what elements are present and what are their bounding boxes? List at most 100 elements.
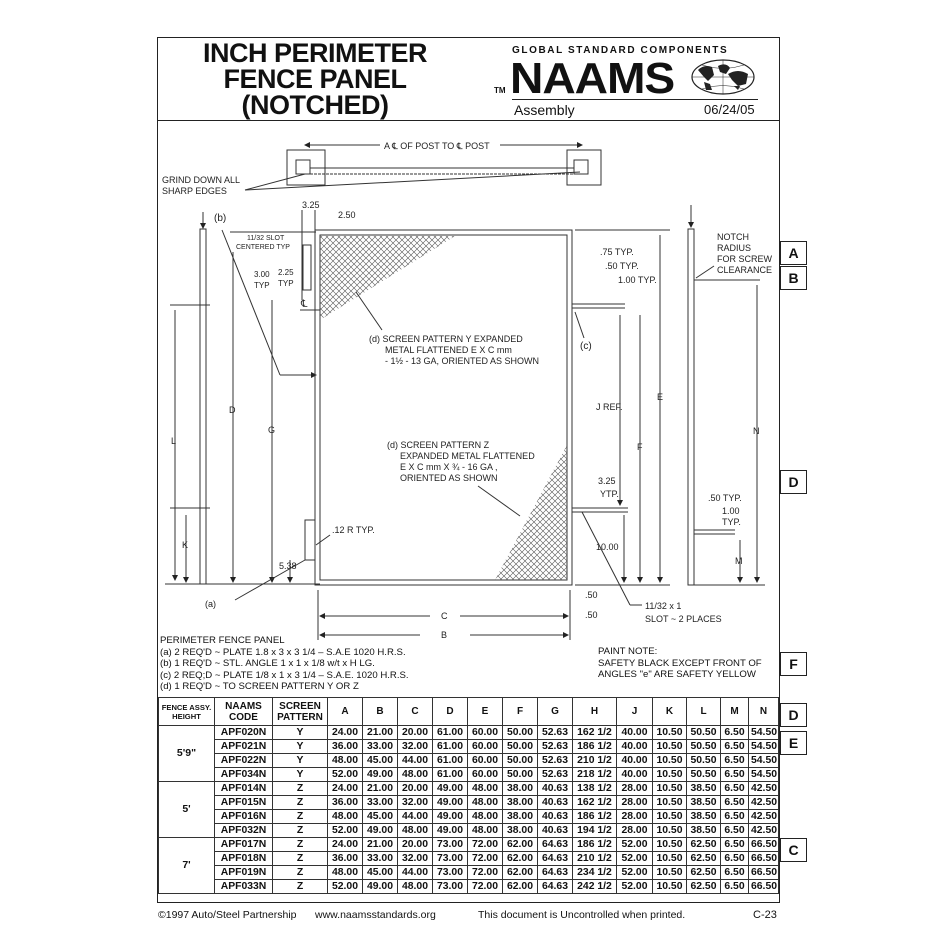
dimension-cell: 40.63 (537, 795, 573, 810)
dimension-cell: 24.00 (327, 781, 363, 796)
header-divider (157, 120, 780, 121)
fence-panel-drawing: A ℄ OF POST TO ℄ POST GRIND DOWN ALL SHA… (162, 141, 773, 640)
naams-code-cell: APF034N (214, 767, 273, 782)
dimension-cell: 33.00 (362, 851, 398, 866)
dimension-cell: 48.00 (327, 753, 363, 768)
dim-3-25-b: 3.25 (598, 476, 616, 486)
table-row: APF032N Z 52.00 49.00 48.00 49.00 48.00 38.00 40… (159, 823, 779, 838)
note-screen-z-3: E X C mm X ¾ - 16 GA , (400, 462, 498, 472)
dim-10-00: 10.00 (596, 542, 619, 552)
dimension-cell: 42.50 (748, 795, 779, 810)
dimension-cell: 36.00 (327, 739, 363, 754)
website-link[interactable]: www.naamsstandards.org (315, 909, 436, 921)
dimension-cell: 36.00 (327, 851, 363, 866)
dimension-cell: 162 1/2 (572, 725, 617, 740)
column-header: H (572, 697, 617, 726)
dimension-cell: 62.00 (502, 879, 538, 894)
dimension-cell: 38.50 (686, 795, 721, 810)
dimension-cell: 6.50 (720, 753, 749, 768)
screen-pattern-cell: Z (272, 823, 328, 838)
dimension-cell: 218 1/2 (572, 767, 617, 782)
left-side-view (199, 228, 207, 585)
note-screen-z-2: EXPANDED METAL FLATTENED (400, 451, 535, 461)
note-slot-places: 11/32 x 1 (645, 601, 681, 611)
dimension-cell: 62.00 (502, 837, 538, 852)
dimension-cell: 66.50 (748, 879, 779, 894)
table-header-row: FENCE ASSY. HEIGHT NAAMS CODE SCREEN PATTE… (158, 697, 779, 726)
note-grind: GRIND DOWN ALL (162, 175, 240, 185)
title-line-3: (NOTCHED) (241, 90, 389, 120)
dimension-cell: 54.50 (748, 767, 779, 782)
screen-pattern-cell: Z (272, 781, 328, 796)
paint-note: PAINT NOTE: SAFETY BLACK EXCEPT FRONT OF… (598, 646, 762, 681)
dimension-cell: 72.00 (467, 865, 503, 880)
dimension-cell: 6.50 (720, 837, 749, 852)
dimension-cell: 21.00 (362, 781, 398, 796)
fence-height-cell: 5'9" (158, 725, 215, 782)
dim-0-50-typ-2: .50 TYP. (708, 493, 742, 503)
dimension-cell: 60.00 (467, 739, 503, 754)
dimension-cell: 45.00 (362, 865, 398, 880)
dim-d: D (229, 405, 236, 415)
screen-pattern-cell: Z (272, 865, 328, 880)
dimension-cell: 50.00 (502, 739, 538, 754)
dimension-cell: 21.00 (362, 837, 398, 852)
dimension-cell: 28.00 (616, 809, 653, 824)
dimension-cell: 28.00 (616, 795, 653, 810)
dimension-cell: 49.00 (432, 795, 468, 810)
screen-pattern-cell: Z (272, 851, 328, 866)
dimension-cell: 72.00 (467, 879, 503, 894)
dimension-cell: 10.50 (652, 823, 687, 838)
dimension-cell: 42.50 (748, 809, 779, 824)
dimension-cell: 6.50 (720, 781, 749, 796)
dimension-cell: 36.00 (327, 795, 363, 810)
dimension-cell: 48.00 (397, 767, 433, 782)
dim-j-ref: J REF. (596, 402, 623, 412)
dimension-cell: 50.50 (686, 753, 721, 768)
dimension-cell: 48.00 (467, 781, 503, 796)
dimension-cell: 6.50 (720, 725, 749, 740)
naams-code-cell: APF020N (214, 725, 273, 740)
dimension-cell: 52.00 (616, 865, 653, 880)
paint-note-line: ANGLES "e" ARE SAFETY YELLOW (598, 669, 756, 681)
dimension-cell: 10.50 (652, 809, 687, 824)
dimension-cell: 10.50 (652, 879, 687, 894)
screen-pattern-z (495, 445, 567, 580)
dim-2-50: 2.50 (338, 210, 356, 220)
dimension-cell: 52.63 (537, 725, 573, 740)
dimension-cell: 6.50 (720, 865, 749, 880)
naams-logo: NAAMS (510, 54, 675, 103)
dimension-cell: 210 1/2 (572, 753, 617, 768)
dimension-cell: 61.00 (432, 725, 468, 740)
dim-m: M (735, 556, 743, 566)
column-header: J (616, 697, 653, 726)
dimension-cell: 62.50 (686, 879, 721, 894)
naams-code-cell: APF032N (214, 823, 273, 838)
table-row: 7' APF017N Z 24.00 21.00 20.00 73.00 72.00 62.00… (158, 837, 779, 894)
dimension-cell: 32.00 (397, 795, 433, 810)
table-row: APF019N Z 48.00 45.00 44.00 73.00 72.00 62.00 64… (159, 865, 779, 880)
dimension-cell: 49.00 (362, 767, 398, 782)
zone-tab: D (780, 470, 807, 494)
naams-code-cell: APF015N (214, 795, 273, 810)
dim-ytp: YTP. (600, 489, 619, 499)
column-header: G (537, 697, 573, 726)
naams-code-cell: APF018N (214, 851, 273, 866)
dimension-cell: 38.00 (502, 781, 538, 796)
dimension-cell: 62.00 (502, 865, 538, 880)
column-header: D (432, 697, 468, 726)
naams-code-cell: APF016N (214, 809, 273, 824)
dimension-cell: 38.50 (686, 781, 721, 796)
column-header: SCREEN PATTERN (272, 697, 328, 726)
dimension-cell: 48.00 (397, 879, 433, 894)
dimension-cell: 52.00 (327, 879, 363, 894)
dimension-cell: 10.50 (652, 837, 687, 852)
dimension-cell: 24.00 (327, 725, 363, 740)
naams-code-cell: APF014N (214, 781, 273, 796)
naams-code-cell: APF022N (214, 753, 273, 768)
note-screen-y: (d) SCREEN PATTERN Y EXPANDED (369, 334, 523, 344)
dimension-cell: 28.00 (616, 823, 653, 838)
dim-1-00-typ: 1.00 TYP. (618, 275, 657, 285)
dimension-cell: 162 1/2 (572, 795, 617, 810)
dim-3-00: 3.00 (254, 270, 270, 279)
